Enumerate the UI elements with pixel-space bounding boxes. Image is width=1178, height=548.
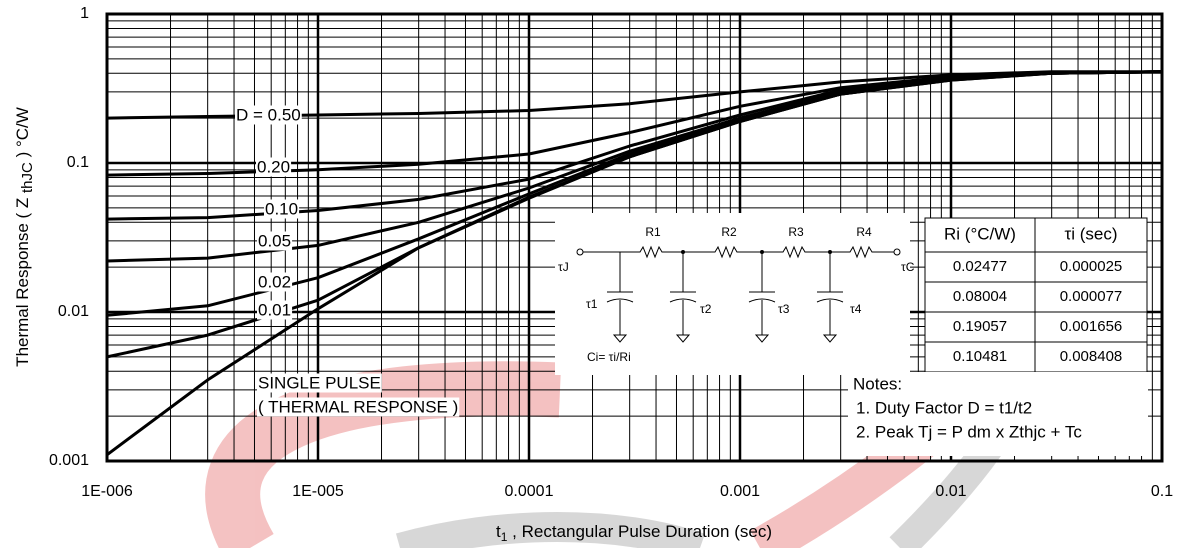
x-tick-label: 0.001	[720, 483, 760, 500]
resistor-label: R1	[645, 225, 661, 239]
series-label: 0.10	[265, 199, 298, 218]
table-header: τi (sec)	[1065, 224, 1118, 243]
series-label-bg	[264, 199, 300, 219]
y-label-rest: ) °C/W	[13, 107, 32, 162]
node-in-label: τJ	[558, 260, 569, 274]
table-cell: 0.10481	[953, 348, 1007, 365]
series-label: SINGLE PULSE	[258, 373, 381, 392]
x-tick-label: 1E-006	[81, 483, 133, 500]
series-label: 0.01	[258, 300, 291, 319]
notes-box	[848, 372, 1148, 456]
table-cell: 0.02477	[953, 258, 1007, 275]
node-out	[893, 248, 901, 256]
node-out-label: τC	[901, 260, 915, 274]
capacitor-label: τ3	[778, 302, 790, 316]
node-in	[576, 248, 584, 256]
table-cell: 0.000077	[1060, 288, 1123, 305]
x-label-sub: 1	[501, 530, 508, 544]
capacitor-label: τ1	[586, 297, 598, 311]
note: 1. Duty Factor D = t1/t2	[856, 398, 1032, 417]
y-label-sub: thJC	[19, 162, 36, 193]
y-axis-label: Thermal Response ( Z thJC ) °C/W	[13, 107, 35, 367]
table-cell: 0.000025	[1060, 258, 1123, 275]
resistor-label: R4	[856, 225, 872, 239]
note: 2. Peak Tj = P dm x Zthjc + Tc	[856, 422, 1082, 441]
formula: Ci= τi/Ri	[587, 350, 631, 364]
table-cell: 0.001656	[1060, 318, 1123, 335]
annotation: ( THERMAL RESPONSE )	[258, 397, 458, 416]
series-label-bg	[257, 300, 293, 320]
series-label-bg	[235, 105, 302, 125]
rc-table: Ri (°C/W) τi (sec) 0.02477 0.000025 0.08004 0…	[924, 217, 1148, 373]
x-label-rest: , Rectangular Pulse Duration (sec)	[507, 522, 772, 541]
x-tick-label: 0.1	[1151, 483, 1173, 500]
capacitor-label: τ4	[850, 302, 862, 316]
series-line	[106, 70, 1163, 221]
annotation-bg	[257, 397, 460, 417]
circuit-box	[555, 213, 910, 375]
series-label-bg	[256, 157, 292, 177]
series-label: 0.20	[257, 157, 290, 176]
series-labels: D = 0.50 0.20 0.10 0.05 0.02 0.01 SINGLE PULSE…	[235, 105, 460, 417]
circuit: R1 R2 R3 R4 τJ τC τ1 τ2 τ3 τ4 Ci= τi/Ri	[555, 213, 915, 375]
node	[681, 250, 685, 254]
series-label: 0.05	[258, 231, 291, 250]
y-tick-label: 0.01	[58, 303, 89, 320]
node	[828, 250, 832, 254]
table-cell: 0.19057	[953, 318, 1007, 335]
node	[760, 250, 764, 254]
resistor-label: R3	[788, 225, 804, 239]
y-tick-label: 0.001	[49, 452, 89, 469]
plot-frame	[105, 12, 1164, 463]
notes-title: Notes:	[853, 374, 902, 393]
series-label-bg	[257, 272, 293, 292]
series-label: D = 0.50	[236, 105, 301, 124]
table-cell: 0.08004	[953, 288, 1007, 305]
series-line	[106, 70, 1163, 457]
series-label: 0.02	[258, 272, 291, 291]
capacitor-label: τ2	[700, 302, 712, 316]
series-label-bg	[257, 373, 382, 393]
table-bg	[924, 217, 1148, 373]
y-tick-label: 0.1	[67, 154, 89, 171]
x-label-main: t	[496, 522, 501, 541]
x-tick-label: 0.01	[935, 483, 966, 500]
table-header: Ri (°C/W)	[944, 224, 1016, 243]
table-cell: 0.008408	[1060, 348, 1123, 365]
x-tick-label: 1E-005	[292, 483, 344, 500]
y-tick-label: 1	[80, 5, 89, 22]
series-label-bg	[257, 231, 293, 251]
x-axis-label: t1 , Rectangular Pulse Duration (sec)	[496, 522, 772, 544]
notes: Notes: 1. Duty Factor D = t1/t2 2. Peak …	[848, 372, 1148, 456]
x-tick-label: 0.0001	[505, 483, 554, 500]
y-label-main: Thermal Response ( Z	[13, 193, 32, 367]
resistor-label: R2	[721, 225, 737, 239]
